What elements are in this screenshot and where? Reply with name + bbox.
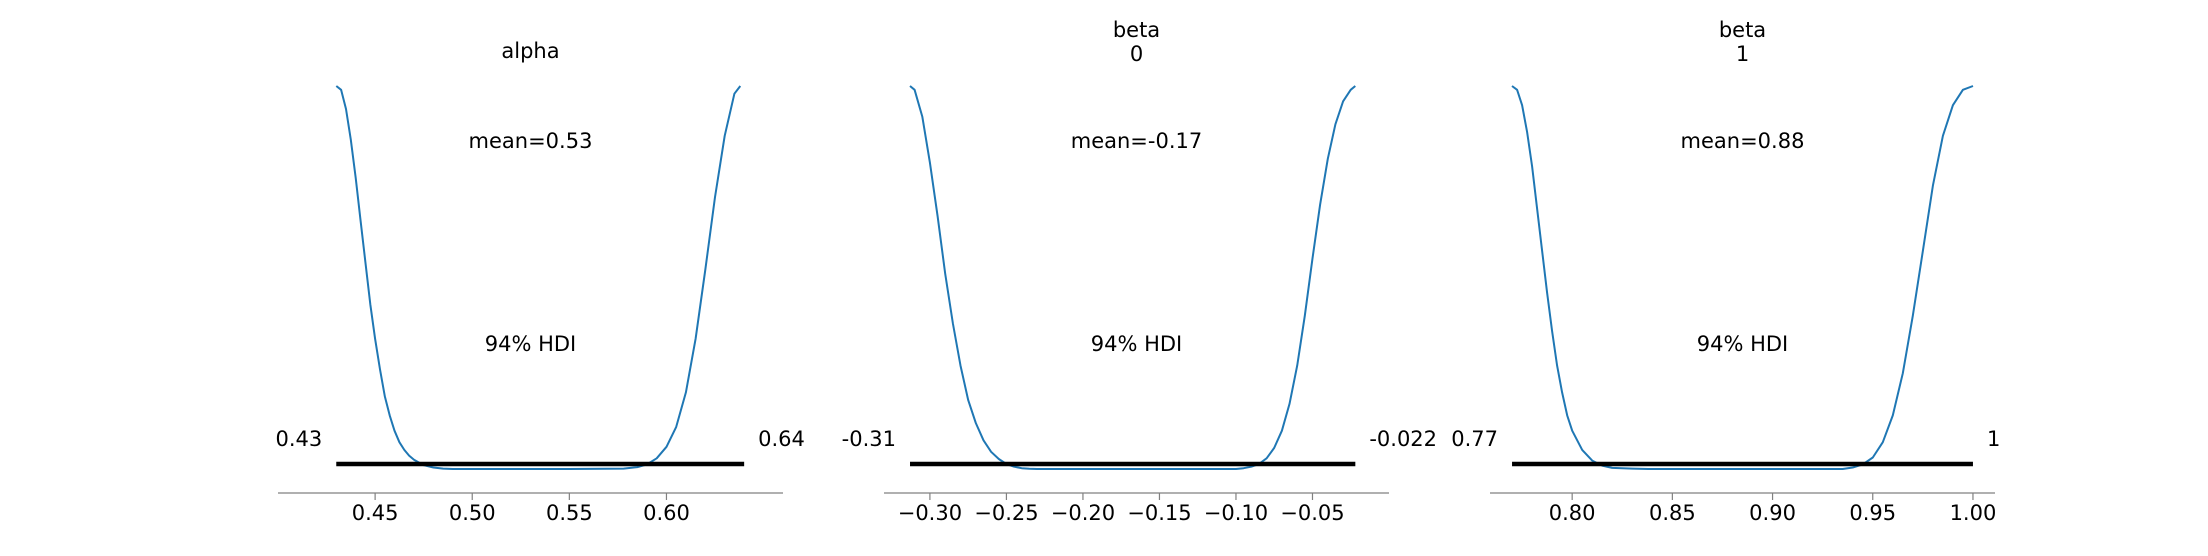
panel-title-line: 0 [1130, 42, 1143, 66]
hdi-high-label: -0.022 [1369, 427, 1437, 451]
x-tick-label: 0.85 [1649, 501, 1696, 525]
density-curve [335, 85, 742, 470]
x-tick-label: 0.45 [352, 501, 399, 525]
panel-title-line: beta [1113, 18, 1160, 42]
hdi-high-label: 0.64 [758, 427, 805, 451]
x-tick-label: −0.05 [1280, 501, 1344, 525]
hdi-low-label: 0.77 [1451, 427, 1498, 451]
x-tick-label: −0.15 [1127, 501, 1191, 525]
hdi-label: 94% HDI [485, 332, 577, 356]
panel-title-line: 1 [1736, 42, 1749, 66]
hdi-low-label: 0.43 [276, 427, 323, 451]
density-curve [1511, 85, 1974, 470]
hdi-low-label: -0.31 [842, 427, 896, 451]
x-tick-label: −0.25 [974, 501, 1038, 525]
x-tick-label: −0.10 [1204, 501, 1268, 525]
x-tick-label: 0.80 [1549, 501, 1596, 525]
density-curve [909, 85, 1356, 470]
x-tick-label: 0.95 [1849, 501, 1896, 525]
hdi-label: 94% HDI [1091, 332, 1183, 356]
x-tick-label: −0.30 [898, 501, 962, 525]
x-tick-label: 0.60 [643, 501, 690, 525]
mean-label: mean=0.53 [469, 129, 593, 153]
mean-label: mean=0.88 [1681, 129, 1805, 153]
hdi-label: 94% HDI [1697, 332, 1789, 356]
x-tick-label: 0.90 [1749, 501, 1796, 525]
x-tick-label: 0.55 [546, 501, 593, 525]
x-tick-label: −0.20 [1051, 501, 1115, 525]
mean-label: mean=-0.17 [1071, 129, 1203, 153]
x-tick-label: 0.50 [449, 501, 496, 525]
hdi-high-label: 1 [1987, 427, 2000, 451]
x-tick-label: 1.00 [1950, 501, 1997, 525]
panel-title-line: alpha [501, 39, 559, 63]
panel-title-line: beta [1719, 18, 1766, 42]
